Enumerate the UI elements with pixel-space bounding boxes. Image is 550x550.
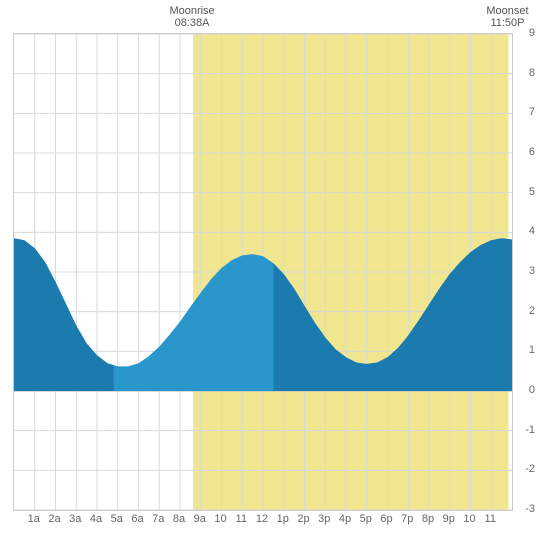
y-tick-label: 9 xyxy=(529,27,535,39)
y-tick-label: 8 xyxy=(529,67,535,79)
y-tick-label: 5 xyxy=(529,186,535,198)
x-tick-label: 8a xyxy=(173,513,185,525)
y-tick-label: -2 xyxy=(525,463,535,475)
x-tick-label: 12 xyxy=(256,513,268,525)
x-tick-label: 6p xyxy=(380,513,392,525)
x-tick-label: 2p xyxy=(297,513,309,525)
x-tick-label: 7a xyxy=(152,513,164,525)
x-axis-labels: 1a 2a 3a 4a 5a 6a 7a 8a 9a 10 11 12 1p 2p 3p 4p 5p 6p 7p 8p… xyxy=(13,511,511,531)
moonset-time: 11:50P xyxy=(490,17,524,29)
x-tick-label: 6a xyxy=(131,513,143,525)
moonset-label: Moonset11:50P xyxy=(477,5,537,29)
moonrise-label: Moonrise08:38A xyxy=(162,5,222,29)
moonset-title: Moonset xyxy=(486,5,528,17)
x-tick-label: 10 xyxy=(214,513,226,525)
x-tick-label: 4p xyxy=(339,513,351,525)
moonrise-title: Moonrise xyxy=(169,5,214,17)
y-tick-label: 6 xyxy=(529,146,535,158)
y-tick-label: 2 xyxy=(529,305,535,317)
y-tick-label: 0 xyxy=(529,384,535,396)
x-tick-label: 2a xyxy=(48,513,60,525)
y-tick-label: -3 xyxy=(525,503,535,515)
x-tick-label: 5p xyxy=(360,513,372,525)
y-tick-label: 7 xyxy=(529,106,535,118)
y-axis-labels: -3-2-10123456789 xyxy=(513,33,537,509)
tide-chart xyxy=(13,33,513,511)
x-tick-label: 10 xyxy=(463,513,475,525)
y-tick-label: 3 xyxy=(529,265,535,277)
x-tick-label: 4a xyxy=(90,513,102,525)
x-tick-label: 11 xyxy=(485,513,496,525)
x-tick-label: 1a xyxy=(28,513,40,525)
moonrise-time: 08:38A xyxy=(175,17,210,29)
x-tick-label: 9a xyxy=(194,513,206,525)
x-tick-label: 7p xyxy=(401,513,413,525)
tide-area-predawn xyxy=(14,238,114,391)
y-tick-label: 4 xyxy=(529,225,535,237)
x-tick-label: 1p xyxy=(277,513,289,525)
y-tick-label: -1 xyxy=(525,424,535,436)
x-tick-label: 9p xyxy=(443,513,455,525)
x-tick-label: 11 xyxy=(236,513,247,525)
x-tick-label: 8p xyxy=(422,513,434,525)
y-tick-label: 1 xyxy=(529,344,535,356)
x-tick-label: 5a xyxy=(111,513,123,525)
x-tick-label: 3p xyxy=(318,513,330,525)
x-tick-label: 3a xyxy=(69,513,81,525)
